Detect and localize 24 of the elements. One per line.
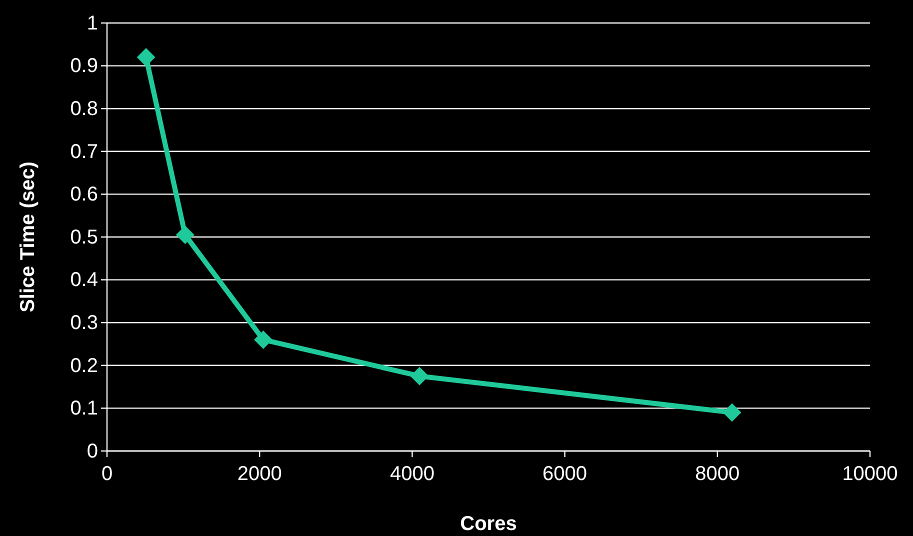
y-tick-label: 0.4 (70, 269, 98, 292)
point (176, 226, 194, 244)
point (410, 366, 429, 386)
y-tick-label: 0.6 (70, 184, 98, 206)
y-tick-label: 0 (86, 440, 98, 462)
y-tick-label: 0.7 (70, 140, 98, 163)
y-tick-label: 0.3 (70, 312, 98, 334)
point (136, 48, 156, 66)
y-axis-title: Slice Time (sec) (17, 162, 39, 312)
y-tick-label: 0.8 (70, 98, 98, 120)
x-tick-label: 8000 (695, 463, 740, 485)
point (254, 330, 272, 349)
y-tick-label: 0.5 (70, 226, 98, 248)
y-tick-label: 0.2 (70, 354, 98, 377)
x-tick-label: 2000 (237, 463, 282, 485)
x-tick-label: 6000 (542, 463, 588, 485)
x-tick-label: 4000 (390, 463, 434, 485)
x-axis-title: Cores (460, 513, 517, 535)
y-tick-label: 0.1 (70, 398, 98, 420)
point (722, 403, 742, 422)
y-tick-label: 1 (86, 12, 98, 34)
y-tick-label: 0.9 (70, 55, 98, 78)
x-tick-label: 0 (101, 463, 113, 485)
x-tick-label: 10000 (842, 463, 898, 485)
